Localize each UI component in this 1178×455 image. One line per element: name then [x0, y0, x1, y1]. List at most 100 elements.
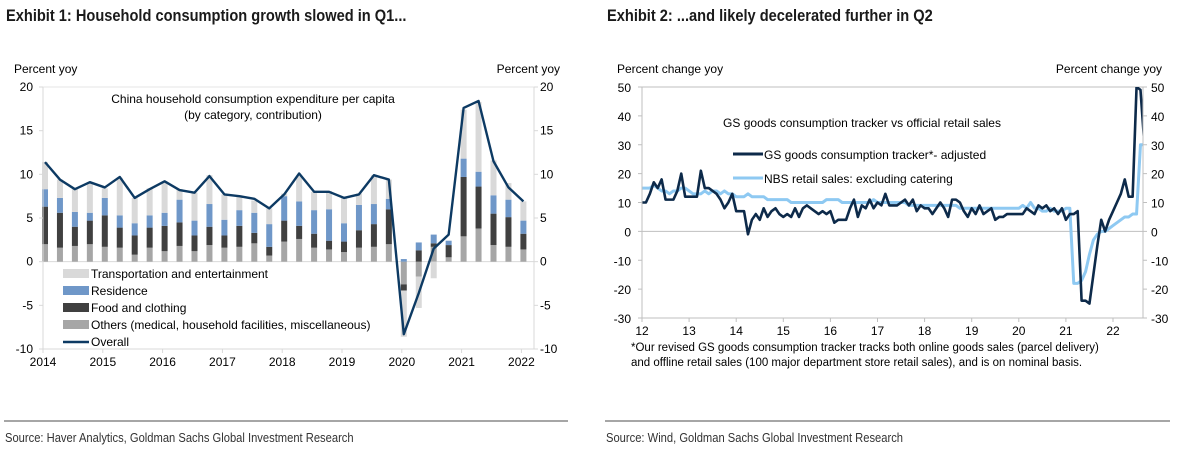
chart-2-right-tick-label: 20	[1151, 168, 1165, 182]
chart-1-left-tick-label: -5	[22, 298, 33, 312]
bar-others-2021Q3	[490, 245, 497, 262]
bar-food-2016Q3	[191, 235, 198, 252]
bar-others-2020Q1	[400, 261, 407, 285]
bar-others-2022Q1	[520, 249, 527, 262]
chart-2-left-tick-label: -30	[614, 312, 632, 326]
bar-transportation-2015Q1	[101, 188, 108, 198]
bar-residence-2021Q3	[490, 195, 497, 214]
legend-label-0: Transportation and entertainment	[91, 267, 269, 281]
bar-food-2015Q4	[146, 227, 153, 248]
bar-food-2020Q3	[430, 243, 437, 247]
chart-2-left-axis-label: Percent change yoy	[617, 62, 723, 76]
bar-food-2019Q2	[355, 230, 362, 248]
bar-others-2014Q1	[42, 244, 48, 262]
bar-food-2018Q4	[326, 240, 333, 250]
bar-food-2015Q3	[131, 235, 138, 255]
chart-2-x-tick-label: 14	[730, 324, 744, 338]
bar-others-2021Q1	[460, 236, 467, 262]
chart-2-x-tick-label: 16	[824, 324, 838, 338]
bar-food-2021Q1	[460, 176, 467, 237]
exhibit-2-source: Source: Wind, Goldman Sachs Global Inves…	[606, 430, 904, 445]
bar-transportation-2021Q4	[505, 183, 512, 200]
chart-1-left-tick-label: 20	[20, 80, 34, 94]
bar-transportation-2021Q3	[490, 160, 497, 196]
legend-label-1: NBS retail sales: excluding catering	[764, 172, 953, 186]
bar-transportation-2021Q1	[460, 109, 467, 159]
chart-2-right-tick-label: 50	[1151, 81, 1165, 95]
chart-1-x-tick-label: 2015	[89, 355, 116, 369]
bar-others-2018Q3	[311, 247, 318, 262]
chart-1-right-tick-label: -10	[540, 342, 558, 356]
bar-residence-2016Q1	[161, 212, 168, 226]
bar-food-2018Q1	[281, 220, 288, 242]
bar-residence-2021Q4	[505, 199, 512, 218]
bar-others-2016Q4	[206, 245, 213, 262]
legend-label-4: Overall	[91, 335, 129, 349]
chart-2-footnote-line-2: and offline retail sales (100 major depa…	[631, 357, 1082, 369]
chart-1-x-tick-label: 2020	[388, 355, 415, 369]
bar-food-2015Q1	[101, 215, 108, 247]
chart-2-right-tick-label: -20	[1151, 283, 1169, 297]
bar-others-2018Q1	[281, 241, 288, 262]
bar-residence-2020Q2	[415, 242, 422, 251]
bar-residence-2019Q4	[385, 198, 392, 210]
chart-2-gridlines	[642, 86, 1143, 232]
bar-others-2019Q4	[385, 244, 392, 262]
chart-1-overall-line	[44, 99, 525, 336]
bar-transportation-2014Q3	[71, 189, 78, 212]
chart-2-left-tick-label: -20	[614, 283, 632, 297]
bar-residence-2015Q1	[101, 197, 108, 216]
chart-1-x-tick-label: 2016	[149, 355, 176, 369]
bar-others-2017Q2	[236, 246, 243, 262]
bar-others-2018Q2	[296, 238, 303, 262]
bar-transportation-2022Q1	[520, 201, 527, 221]
bar-residence-2014Q2	[56, 197, 63, 213]
chart-1-x-tick-label: 2018	[269, 355, 296, 369]
bar-residence-2019Q1	[341, 223, 347, 242]
bar-transportation-2021Q2	[475, 101, 482, 172]
chart-1-left-tick-label: 0	[26, 255, 33, 269]
bar-residence-2014Q3	[71, 211, 78, 227]
bar-residence-2022Q1	[520, 220, 527, 234]
bar-food-2015Q2	[116, 227, 123, 248]
chart-1-right-tick-label: -5	[540, 298, 551, 312]
bar-transportation-2016Q3	[191, 192, 198, 221]
legend-swatch-0	[63, 269, 89, 278]
bar-transportation-2015Q4	[146, 188, 153, 216]
bar-residence-2018Q2	[296, 201, 303, 226]
chart-1-left-tick-label: 10	[20, 167, 34, 181]
exhibit-1-source-divider	[4, 420, 568, 422]
bar-residence-2014Q1	[42, 189, 48, 207]
bar-food-2014Q2	[56, 212, 63, 248]
chart-1-right-tick-label: 20	[540, 80, 554, 94]
bar-food-2021Q2	[475, 186, 482, 229]
bar-residence-2020Q4	[445, 240, 452, 246]
bar-transportation-2018Q3	[311, 191, 318, 211]
bar-food-2020Q1	[400, 284, 407, 291]
bar-food-2019Q1	[341, 241, 347, 253]
bar-others-2015Q3	[131, 254, 138, 262]
chart-2-left-tick-label: 10	[618, 197, 632, 211]
chart-1-left-tick-label: -10	[16, 342, 34, 356]
bar-others-2016Q1	[161, 251, 168, 262]
bar-residence-2015Q2	[116, 215, 123, 228]
bar-others-2014Q4	[86, 244, 93, 262]
bar-residence-2018Q4	[326, 209, 333, 241]
bar-others-2021Q2	[475, 228, 482, 262]
bar-transportation-2016Q4	[206, 175, 213, 205]
bar-residence-2019Q2	[355, 204, 362, 231]
chart-2-left-tick-label: 30	[618, 139, 632, 153]
exhibit-2-source-divider	[605, 420, 1170, 422]
bar-residence-2016Q3	[191, 220, 198, 236]
chart-2-left-tick-label: 50	[618, 81, 632, 95]
chart-2-x-tick-label: 20	[1012, 324, 1026, 338]
chart-1-right-axis-label: Percent yoy	[497, 62, 560, 76]
bar-residence-2021Q2	[475, 171, 482, 187]
bar-food-2021Q3	[490, 213, 497, 246]
bar-transportation-2016Q2	[176, 189, 183, 200]
chart-2-right-tick-label: 10	[1151, 197, 1165, 211]
bar-residence-2015Q4	[146, 215, 153, 228]
chart-1-left-axis-label: Percent yoy	[14, 62, 77, 76]
chart-1-x-tick-label: 2017	[209, 355, 236, 369]
